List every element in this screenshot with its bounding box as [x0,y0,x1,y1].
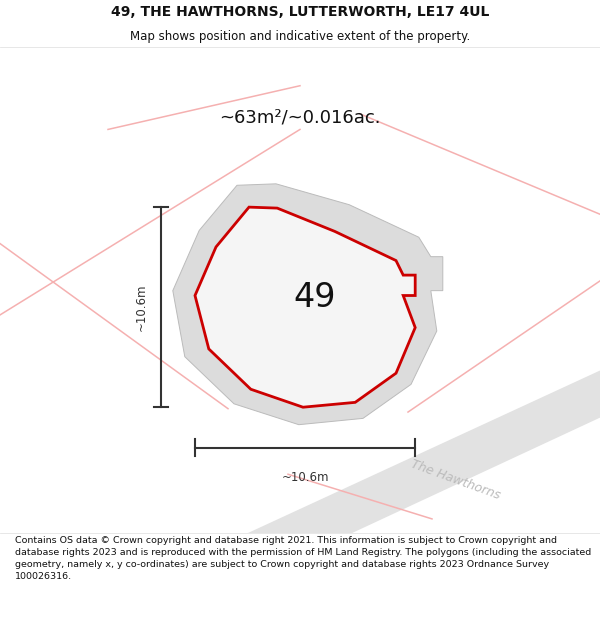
Polygon shape [173,184,443,425]
Text: ~10.6m: ~10.6m [134,283,148,331]
Text: Map shows position and indicative extent of the property.: Map shows position and indicative extent… [130,30,470,43]
Text: 49: 49 [294,281,337,314]
Text: ~63m²/~0.016ac.: ~63m²/~0.016ac. [219,108,381,126]
Polygon shape [228,365,600,591]
Text: Contains OS data © Crown copyright and database right 2021. This information is : Contains OS data © Crown copyright and d… [15,536,591,581]
Polygon shape [195,207,415,408]
Text: 49, THE HAWTHORNS, LUTTERWORTH, LE17 4UL: 49, THE HAWTHORNS, LUTTERWORTH, LE17 4UL [111,5,489,19]
Text: The Hawthorns: The Hawthorns [409,458,503,503]
Text: ~10.6m: ~10.6m [281,471,329,484]
